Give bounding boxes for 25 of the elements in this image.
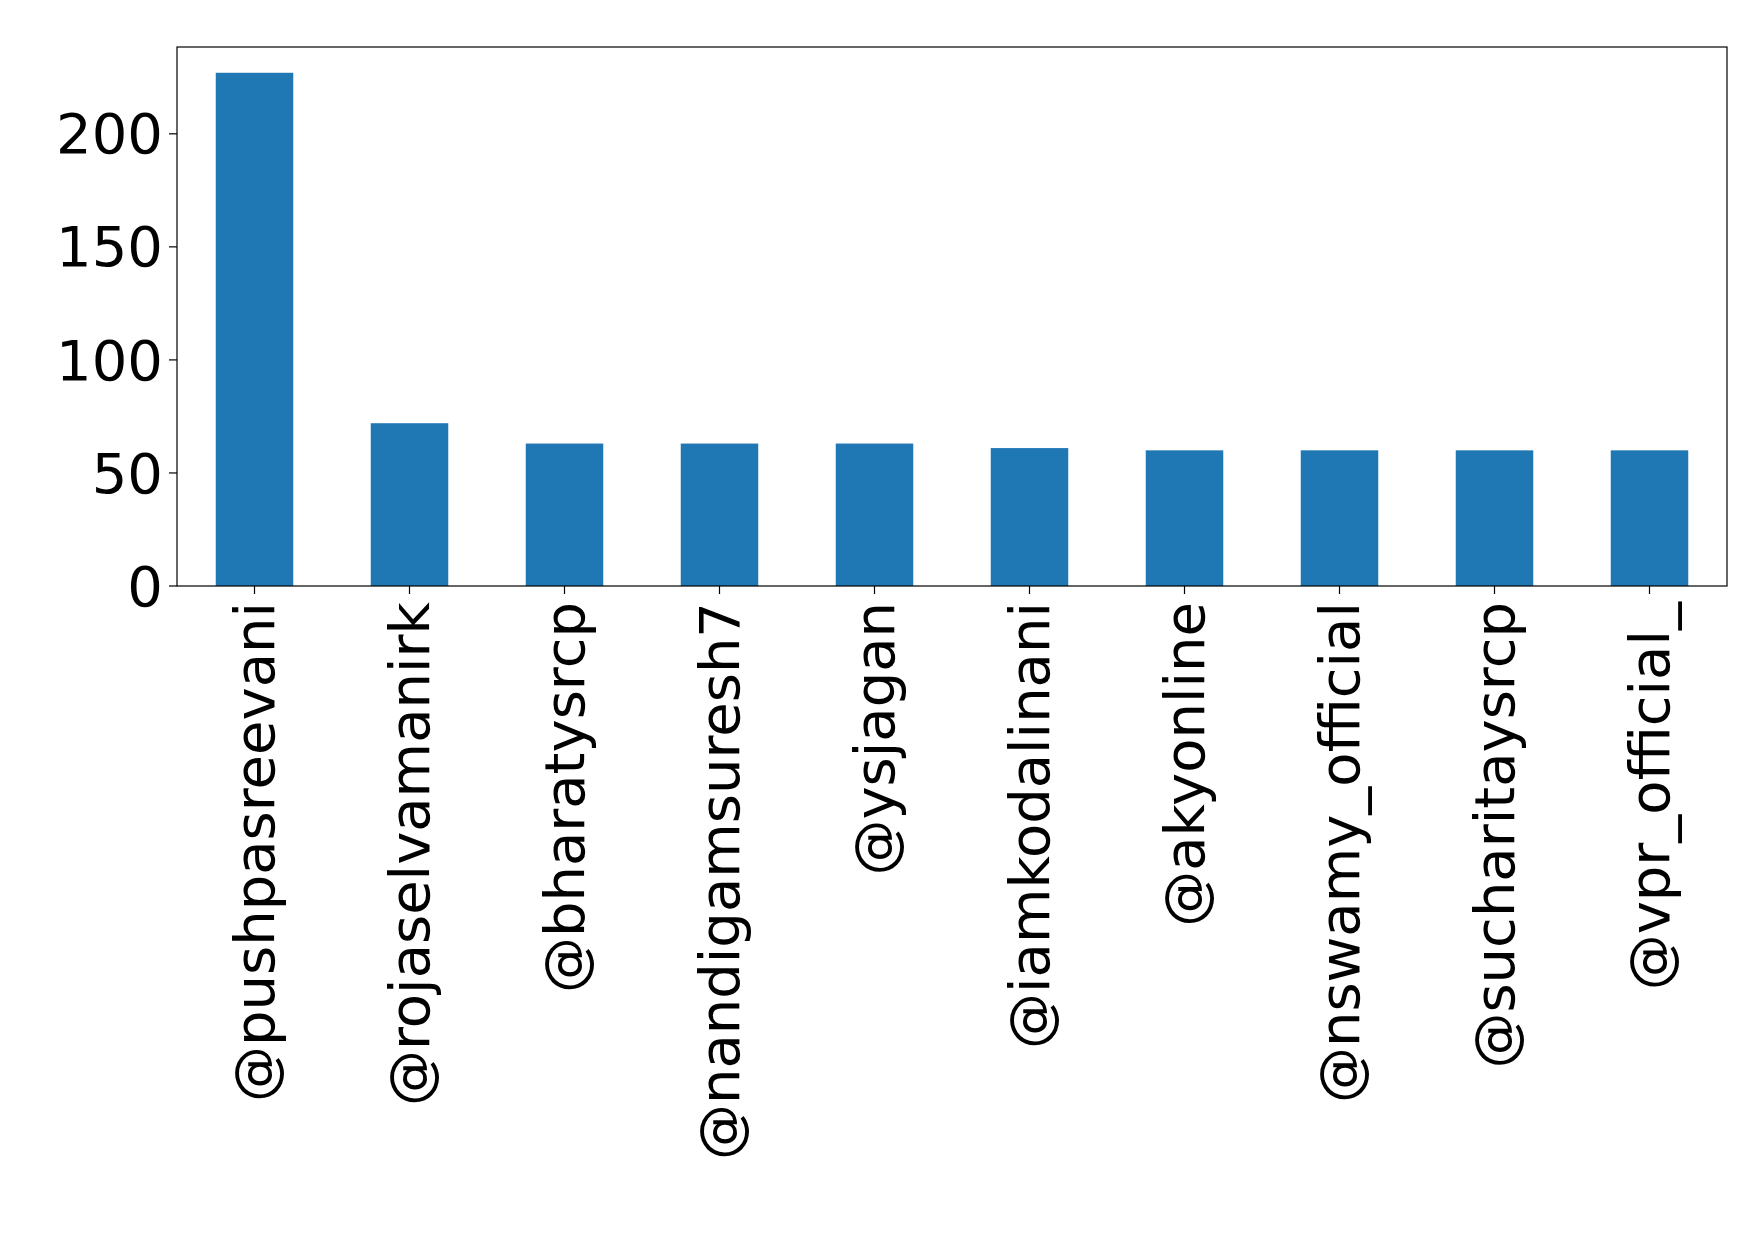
bar [990, 448, 1069, 586]
x-tick-label: @sucharitaysrcp [1462, 602, 1528, 1069]
x-tick-label: @nandigamsuresh7 [687, 602, 753, 1161]
x-tick-label: @akyonline [1152, 602, 1218, 927]
x-tick-label: @nswamy_official [1307, 602, 1373, 1104]
x-tick-label: @rojaselvamanirk [377, 601, 443, 1106]
x-tick-label: @bharatysrcp [532, 602, 598, 994]
bar [525, 443, 604, 586]
y-tick-label: 0 [127, 553, 163, 619]
y-tick-label: 100 [56, 327, 163, 393]
x-tick-label: @ysjagan [842, 602, 908, 876]
bar [1455, 450, 1534, 586]
bar [680, 443, 759, 586]
bar [370, 423, 449, 586]
bar [215, 72, 294, 586]
y-tick-label: 150 [56, 214, 163, 280]
y-tick-label: 50 [91, 440, 163, 506]
x-tick-label: @pushpasreevani [222, 602, 288, 1102]
x-tick-label: @iamkodalinani [997, 602, 1063, 1049]
x-tick-label: @vpr_official_ [1617, 601, 1683, 991]
bar [835, 443, 914, 586]
bar [1300, 450, 1379, 586]
y-tick-label: 200 [56, 101, 163, 167]
bar [1610, 450, 1689, 586]
bar [1145, 450, 1224, 586]
